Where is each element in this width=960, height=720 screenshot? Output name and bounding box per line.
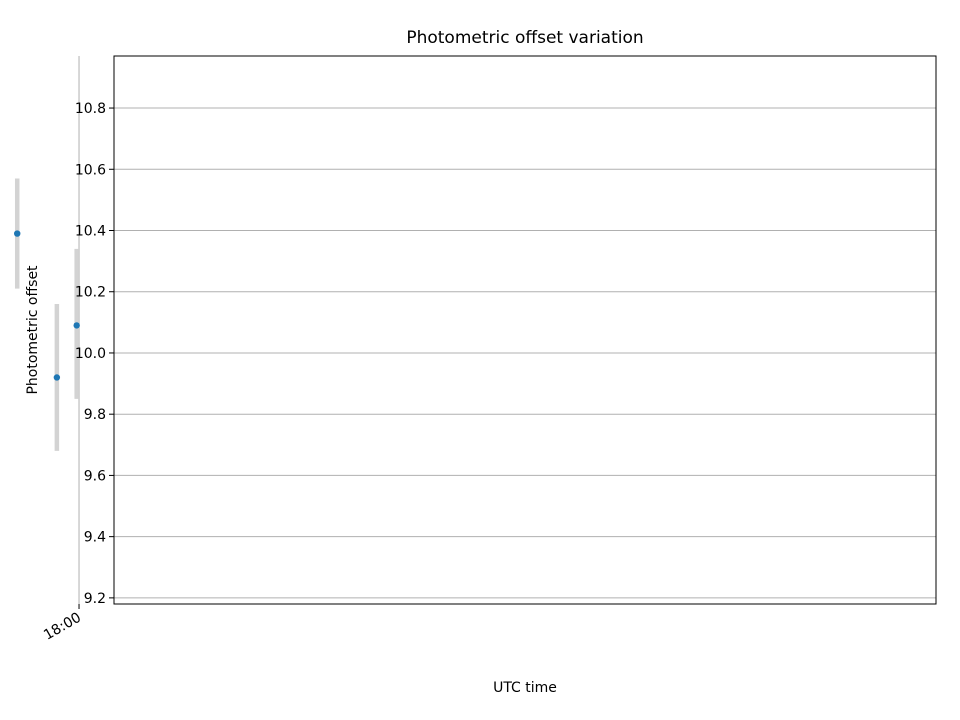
chart-title: Photometric offset variation [406,28,643,48]
y-tick-label: 10.6 [75,162,106,178]
y-tick-label: 10.8 [75,101,106,117]
y-tick-label: 10.4 [75,224,106,240]
data-point [73,322,80,329]
y-tick-label: 9.8 [84,407,106,423]
data-points [14,230,80,381]
y-tick-label: 9.4 [84,530,106,546]
data-point [53,374,61,381]
y-axis-label: Photometric offset [25,265,41,395]
y-tick-label: 10.2 [75,285,106,301]
x-axis-label: UTC time [493,680,557,696]
data-point [14,230,21,237]
y-tick-label: 9.2 [84,591,106,607]
y-tick-label: 9.6 [84,468,106,484]
y-tick-label: 10.0 [75,346,106,362]
grid [78,56,936,604]
plot-frame [113,55,937,605]
